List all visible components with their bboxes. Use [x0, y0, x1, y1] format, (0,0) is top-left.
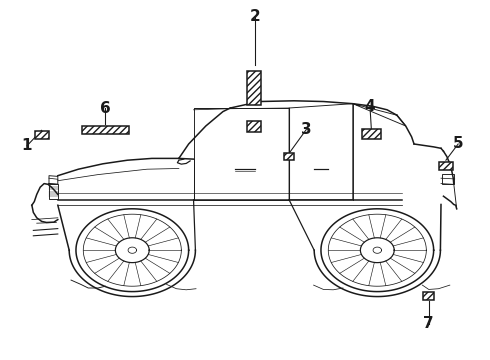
Text: 1: 1 [22, 138, 32, 153]
Text: 7: 7 [423, 316, 434, 332]
Bar [362, 129, 381, 139]
Text: 6: 6 [100, 100, 111, 116]
Text: 4: 4 [365, 99, 375, 114]
Bar [49, 184, 58, 199]
Bar [82, 126, 128, 134]
Bar [284, 153, 294, 160]
Text: 3: 3 [301, 122, 312, 137]
Text: 5: 5 [453, 136, 464, 152]
Bar [247, 71, 261, 105]
Bar [442, 174, 454, 184]
Bar [35, 131, 49, 139]
Text: 2: 2 [249, 9, 260, 24]
Bar [423, 292, 434, 300]
Bar [247, 121, 261, 132]
Bar [439, 162, 453, 170]
